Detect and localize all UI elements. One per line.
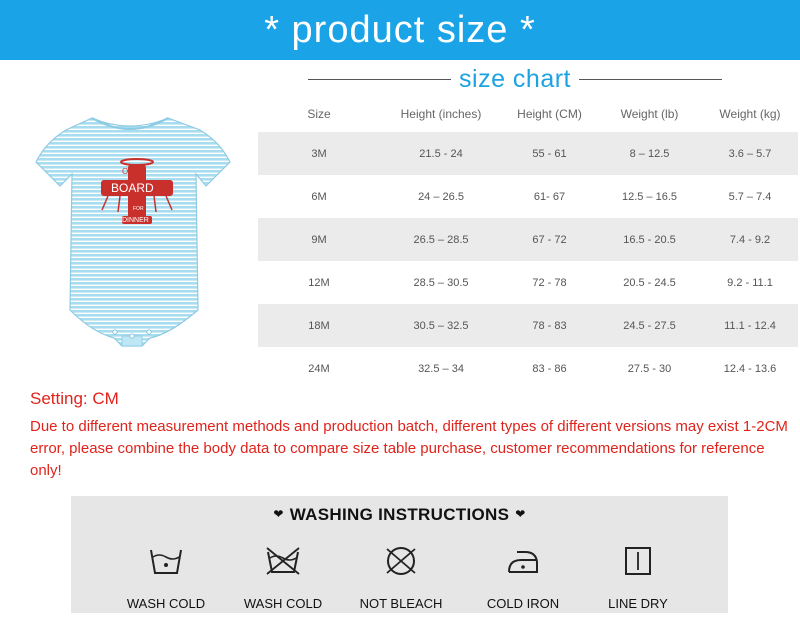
setting-note: Setting: CM	[30, 389, 119, 408]
size-chart-heading: size chart	[300, 62, 730, 96]
wash-label: NOT BLEACH	[359, 596, 443, 611]
wash-label: COLD IRON	[486, 596, 560, 611]
wash-label: LINE DRY	[608, 596, 668, 611]
column-header-weight-lb: Weight (lb)	[620, 107, 679, 121]
cell-height-inches: 28.5 – 30.5	[413, 276, 469, 289]
cell-weight-lb: 27.5 - 30	[627, 362, 672, 375]
cell-height-cm: 55 - 61	[532, 147, 567, 160]
table-row: 9M 26.5 – 28.5 67 - 72 16.5 - 20.5 7.4 -…	[258, 218, 798, 261]
cell-size: 3M	[311, 147, 327, 160]
cell-weight-kg: 5.7 – 7.4	[728, 190, 772, 203]
no-wash-icon	[266, 547, 300, 575]
cell-height-cm: 67 - 72	[532, 233, 567, 246]
cell-height-inches: 26.5 – 28.5	[413, 233, 469, 246]
cell-height-inches: 30.5 – 32.5	[413, 319, 469, 332]
measurement-disclaimer: Due to different measurement methods and…	[30, 418, 788, 479]
print-text-on: ON	[122, 167, 134, 176]
column-header-height-inches: Height (inches)	[400, 107, 482, 121]
cold-iron-icon	[508, 551, 538, 573]
cell-weight-lb: 24.5 - 27.5	[623, 319, 676, 332]
cell-height-cm: 83 - 86	[532, 362, 567, 375]
wash-item-cold-iron: COLD IRON	[468, 544, 578, 611]
washing-title-text: WASHING INSTRUCTIONS	[289, 505, 510, 524]
wash-item-no-wash: WASH COLD	[228, 544, 338, 611]
wash-cold-icon	[150, 549, 182, 574]
table-row: 6M 24 – 26.5 61- 67 12.5 – 16.5 5.7 – 7.…	[258, 175, 798, 218]
cell-weight-kg: 9.2 - 11.1	[727, 276, 773, 289]
cell-height-cm: 72 - 78	[532, 276, 567, 289]
heart-icon: ❤	[273, 507, 284, 521]
banner-title: * product size *	[264, 8, 536, 51]
column-header-size: Size	[307, 107, 331, 121]
print-text-for: FOR	[133, 206, 144, 212]
cell-height-inches: 21.5 - 24	[419, 147, 463, 160]
cell-height-inches: 24 – 26.5	[418, 190, 464, 203]
heart-icon: ❤	[515, 507, 526, 521]
cell-weight-kg: 3.6 – 5.7	[728, 147, 772, 160]
cell-size: 18M	[308, 319, 330, 332]
table-row: 3M 21.5 - 24 55 - 61 8 – 12.5 3.6 – 5.7	[258, 132, 798, 175]
wash-label: WASH COLD	[243, 596, 323, 611]
cell-height-cm: 78 - 83	[532, 319, 567, 332]
line-dry-icon	[625, 547, 651, 575]
cell-weight-lb: 20.5 - 24.5	[623, 276, 676, 289]
size-chart-title: size chart	[459, 64, 571, 93]
cell-height-cm: 61- 67	[533, 190, 566, 203]
header-banner: * product size *	[0, 0, 800, 60]
cell-weight-lb: 8 – 12.5	[629, 147, 670, 160]
cell-weight-kg: 7.4 - 9.2	[729, 233, 771, 246]
heading-rule-right	[579, 78, 723, 80]
washing-instructions-panel: ❤ WASHING INSTRUCTIONS ❤ WASH COLD WASH CO…	[71, 496, 728, 613]
not-bleach-icon	[386, 547, 416, 575]
washing-title: ❤ WASHING INSTRUCTIONS ❤	[71, 505, 728, 525]
cell-size: 6M	[311, 190, 327, 203]
cell-weight-lb: 12.5 – 16.5	[621, 190, 678, 203]
column-header-height-cm: Height (CM)	[517, 107, 582, 121]
wash-label: WASH COLD	[126, 596, 206, 611]
cell-size: 9M	[311, 233, 327, 246]
heading-rule-left	[308, 78, 452, 80]
airplane-print-icon	[101, 158, 173, 224]
cell-weight-kg: 12.4 - 13.6	[723, 362, 777, 375]
print-text-dinner: DINNER	[122, 217, 149, 224]
cell-weight-lb: 16.5 - 20.5	[623, 233, 676, 246]
cell-size: 12M	[308, 276, 330, 289]
cell-weight-kg: 11.1 - 12.4	[724, 319, 776, 332]
wash-item-line-dry: LINE DRY	[583, 544, 693, 611]
wash-item-not-bleach: NOT BLEACH	[346, 544, 456, 611]
table-header-row: Size Height (inches) Height (CM) Weight …	[258, 96, 798, 132]
size-table: Size Height (inches) Height (CM) Weight …	[258, 96, 798, 390]
wash-item-wash-cold: WASH COLD	[111, 544, 221, 611]
column-header-weight-kg: Weight (kg)	[719, 107, 781, 121]
print-text-board: BOARD	[111, 181, 154, 195]
cell-height-inches: 32.5 – 34	[418, 362, 464, 375]
product-onesie-image: ON BOARD FOR DINNER	[35, 117, 231, 347]
table-row: 24M 32.5 – 34 83 - 86 27.5 - 30 12.4 - 1…	[258, 347, 798, 390]
table-row: 12M 28.5 – 30.5 72 - 78 20.5 - 24.5 9.2 …	[258, 261, 798, 304]
table-row: 18M 30.5 – 32.5 78 - 83 24.5 - 27.5 11.1…	[258, 304, 798, 347]
cell-size: 24M	[308, 362, 330, 375]
